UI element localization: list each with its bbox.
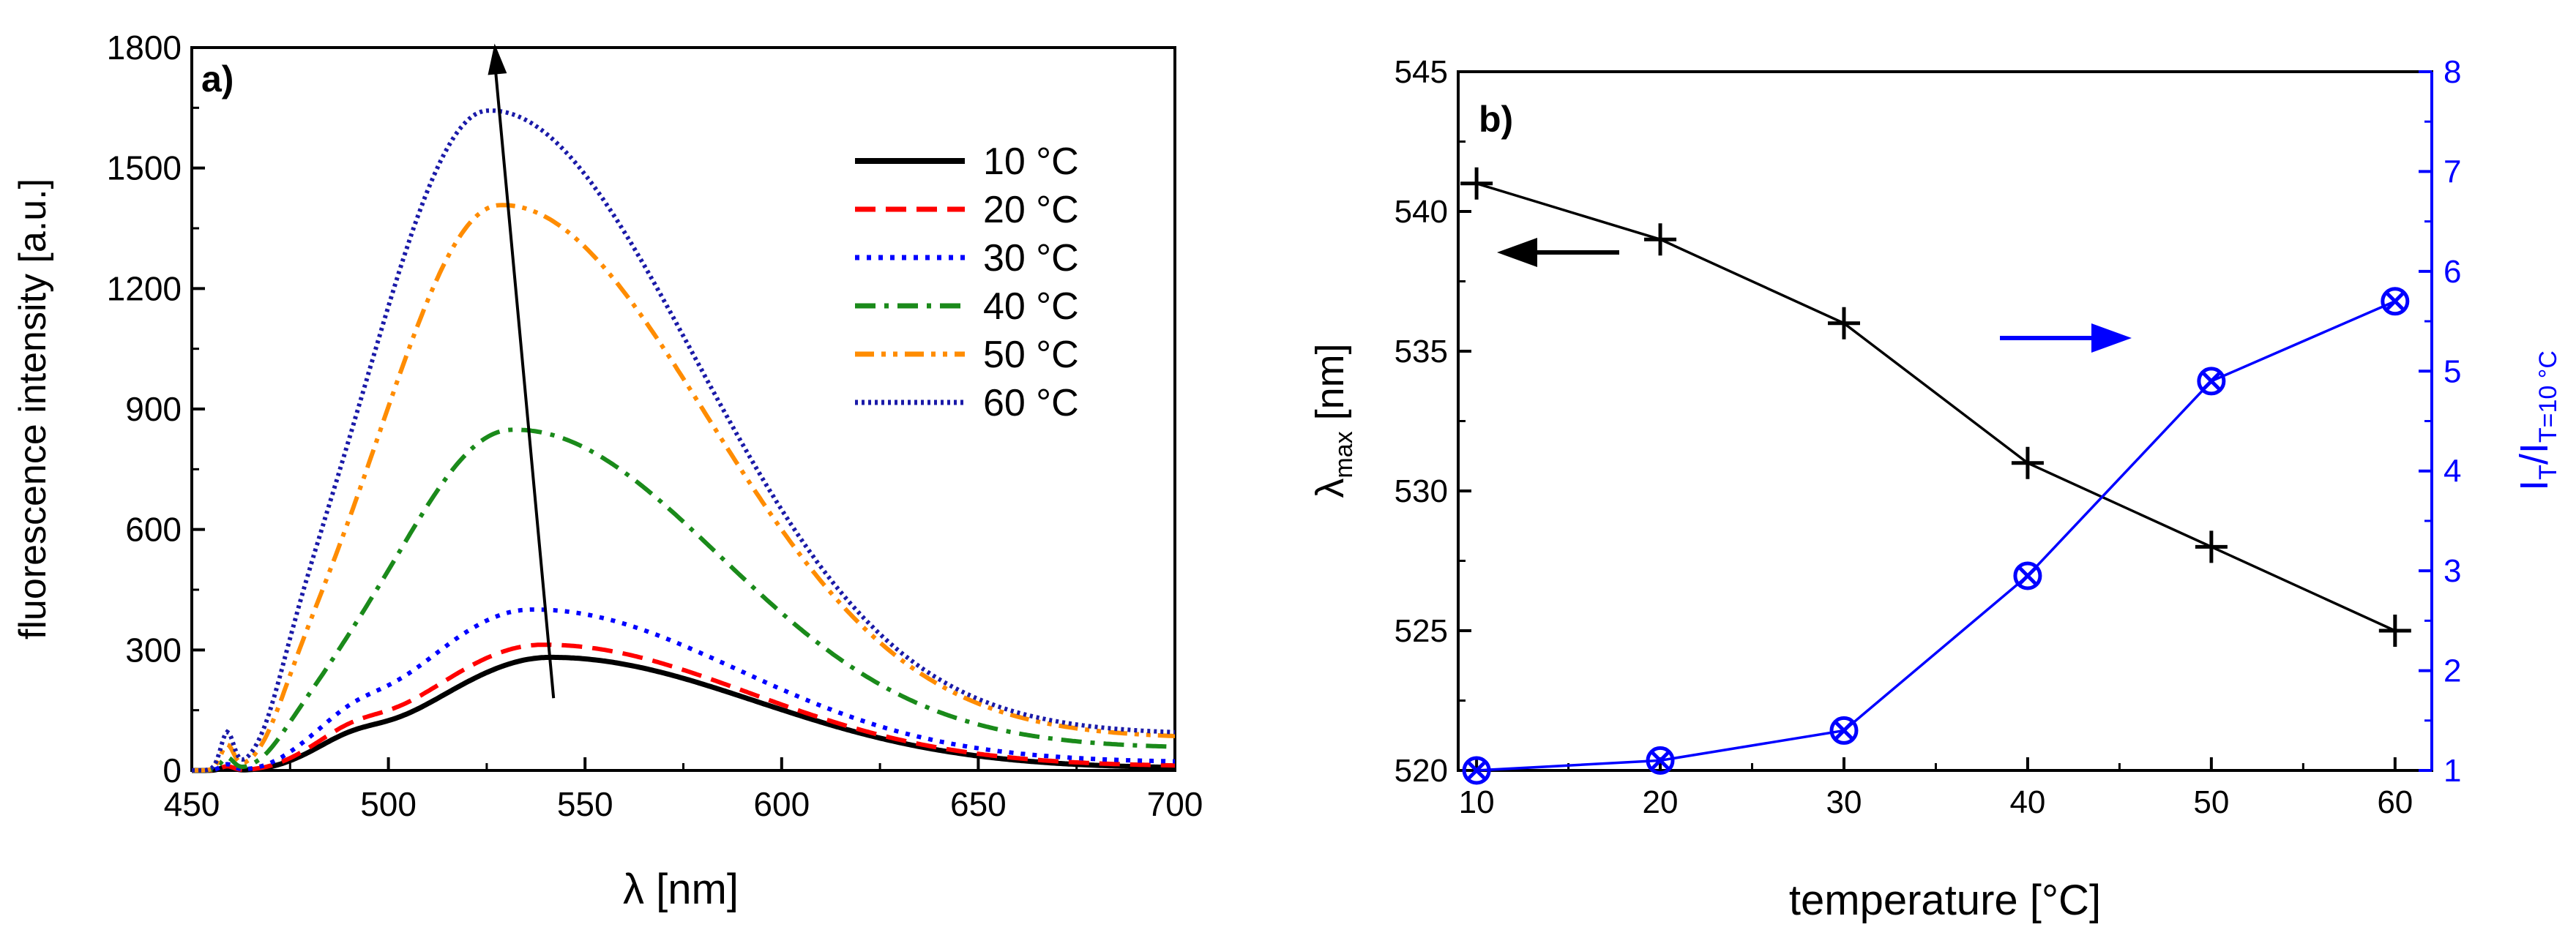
panel-b-series xyxy=(1460,167,2411,785)
y-left-tick-label: 525 xyxy=(1395,613,1448,649)
legend-label: 20 °C xyxy=(983,189,1079,231)
panel-a-curves xyxy=(191,108,1176,773)
series-line-60c xyxy=(191,108,1176,773)
y-right-tick-label: 7 xyxy=(2444,154,2461,190)
y-left-tick-label: 530 xyxy=(1395,473,1448,509)
y-tick-label: 1500 xyxy=(107,149,182,187)
y-tick-label: 300 xyxy=(125,631,182,669)
series-line-right xyxy=(1476,300,2396,772)
x-tick-label: 700 xyxy=(1147,785,1203,823)
series-line-20c xyxy=(192,642,1175,773)
arrow-head xyxy=(488,43,507,75)
intensity-slash: /I xyxy=(2512,443,2556,465)
y-right-tick-label: 1 xyxy=(2444,753,2461,789)
intensity-subscript-ref: T=10 °C xyxy=(2534,350,2562,443)
panel-a-label: a) xyxy=(201,59,234,100)
intensity-symbol: I xyxy=(2512,480,2556,491)
y-right-tick-label: 6 xyxy=(2444,254,2461,290)
x-tick-label: 550 xyxy=(557,785,613,823)
y-left-tick-label: 545 xyxy=(1395,54,1448,90)
x-tick-label: 30 xyxy=(1826,784,1862,820)
panel-a-x-axis-label: λ [nm] xyxy=(623,866,739,913)
legend-label: 60 °C xyxy=(983,382,1079,424)
svg-text:IT/IT=10 °C: IT/IT=10 °C xyxy=(2512,350,2562,491)
panel-b-label: b) xyxy=(1479,99,1513,140)
circle-x-marker xyxy=(2381,287,2410,316)
circle-x-marker xyxy=(1646,746,1675,775)
panel-b-right-axis-label: IT/IT=10 °C xyxy=(2512,350,2562,491)
lambda-subscript: max xyxy=(1330,431,1358,478)
lambda-unit: [nm] xyxy=(1308,343,1352,431)
y-tick-label: 600 xyxy=(125,511,182,549)
legend-label: 10 °C xyxy=(983,140,1079,183)
circle-x-marker xyxy=(2013,561,2042,590)
plus-marker xyxy=(1644,223,1677,256)
series-line-40c xyxy=(192,427,1176,773)
arrow-shaft xyxy=(494,72,556,699)
panel-a-ticks: 450 500 550 600 650 700 0 300 600 900 1200 1500 1800 xyxy=(107,29,1203,823)
series-line-30c xyxy=(192,607,1176,773)
circle-x-marker xyxy=(1462,756,1491,785)
y-right-tick-label: 5 xyxy=(2444,353,2461,389)
x-tick-label: 600 xyxy=(753,785,810,823)
plus-marker xyxy=(2011,446,2044,479)
panel-a-y-axis-label: fluorescence intensity [a.u.] xyxy=(12,179,54,639)
x-tick-label: 60 xyxy=(2377,784,2413,820)
circle-x-marker xyxy=(1829,716,1859,745)
panel-b-x-axis-label: temperature [°C] xyxy=(1789,877,2101,924)
plus-marker xyxy=(2378,615,2411,647)
x-tick-label: 650 xyxy=(950,785,1007,823)
panel-a-legend: 10 °C 20 °C 30 °C 40 °C 50 °C 60 °C xyxy=(855,140,1079,424)
panel-a: 450 500 550 600 650 700 0 300 600 900 1200 1500 1800… xyxy=(12,29,1203,913)
panel-b: 10 20 30 40 50 60 520 525 530 535 540 545 1 2 3 4 5 6 7 8 b… xyxy=(1308,54,2562,924)
svg-text:λmax [nm]: λmax [nm] xyxy=(1308,343,1358,498)
y-tick-label: 1200 xyxy=(107,269,182,307)
x-tick-label: 10 xyxy=(1459,784,1495,820)
y-right-tick-label: 2 xyxy=(2444,653,2461,689)
x-tick-label: 50 xyxy=(2193,784,2229,820)
panel-b-frame xyxy=(1457,70,2433,772)
series-line-50c xyxy=(192,203,1176,773)
y-right-tick-label: 4 xyxy=(2444,454,2461,489)
legend-label: 50 °C xyxy=(983,334,1079,376)
x-tick-label: 40 xyxy=(2009,784,2045,820)
x-tick-label: 20 xyxy=(1643,784,1679,820)
left-axis-arrow xyxy=(1497,238,1619,267)
panel-b-ticks: 10 20 30 40 50 60 520 525 530 535 540 545 1 2 3 4 5 6 7 8 xyxy=(1395,54,2462,820)
panel-a-shift-arrow xyxy=(488,43,556,699)
circle-x-marker xyxy=(2197,367,2226,396)
plus-marker xyxy=(1827,307,1860,339)
legend-label: 30 °C xyxy=(983,237,1079,279)
series-line-left xyxy=(1476,182,2396,632)
y-left-tick-label: 520 xyxy=(1395,753,1448,789)
intensity-subscript-t: T xyxy=(2534,465,2562,480)
y-tick-label: 900 xyxy=(125,390,182,428)
right-axis-arrow xyxy=(2000,323,2132,353)
y-right-tick-label: 3 xyxy=(2444,553,2461,589)
x-tick-label: 500 xyxy=(360,785,417,823)
y-tick-label: 1800 xyxy=(107,29,182,67)
y-right-tick-label: 8 xyxy=(2444,54,2461,90)
y-left-tick-label: 540 xyxy=(1395,194,1448,230)
y-tick-label: 0 xyxy=(163,751,182,789)
legend-label: 40 °C xyxy=(983,285,1079,328)
y-left-tick-label: 535 xyxy=(1395,334,1448,369)
x-tick-label: 450 xyxy=(164,785,220,823)
plus-marker xyxy=(1460,167,1493,200)
plus-marker xyxy=(2195,530,2228,563)
lambda-symbol: λ xyxy=(1308,479,1352,498)
panel-b-left-axis-label: λmax [nm] xyxy=(1308,343,1358,498)
